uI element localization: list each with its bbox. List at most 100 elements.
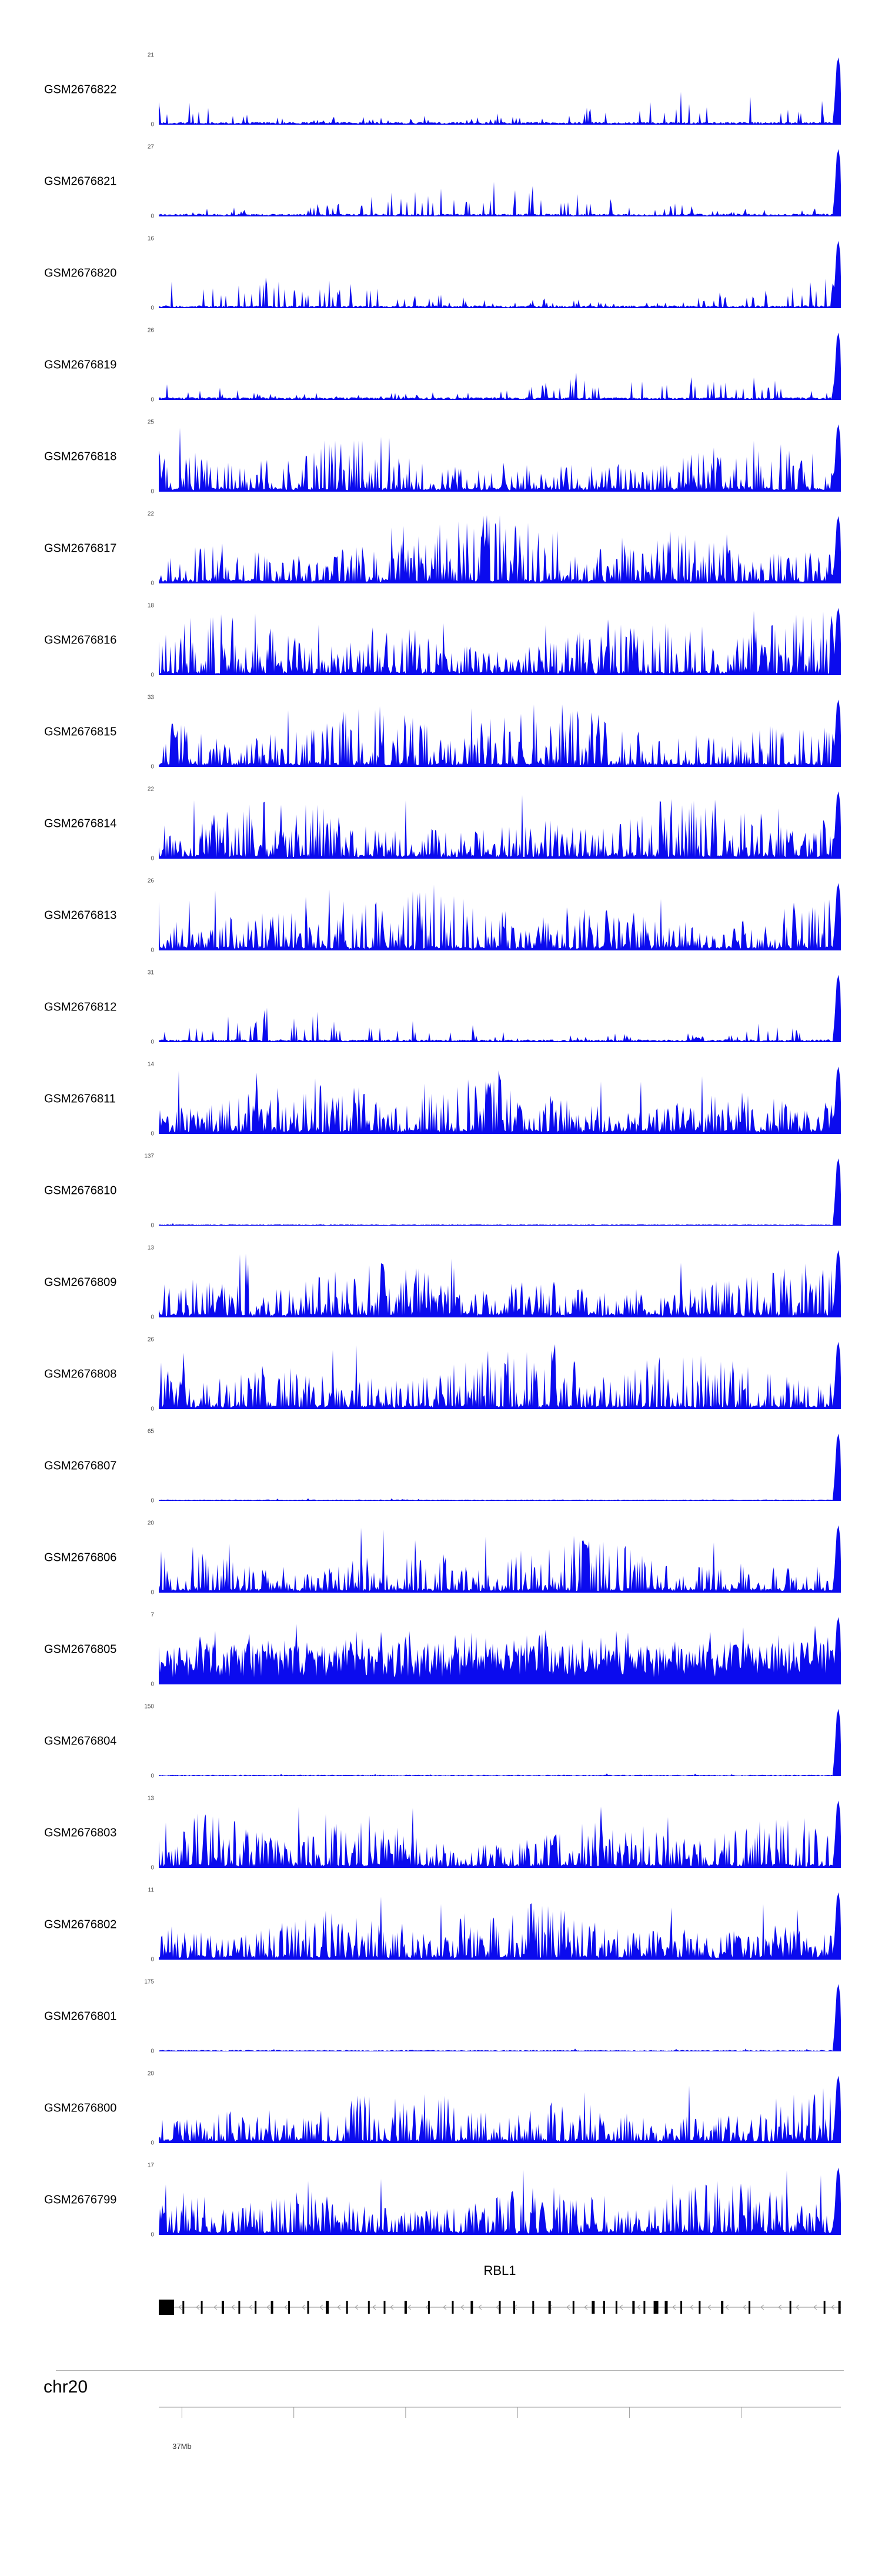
exon <box>643 2301 646 2314</box>
track-label: GSM2676810 <box>44 1184 117 1197</box>
track-ymin: 0 <box>151 121 154 128</box>
exon <box>699 2301 701 2314</box>
strand-arrow-icon <box>760 2304 764 2310</box>
strand-arrow-icon <box>637 2304 641 2310</box>
track-ymin: 0 <box>151 1956 154 1963</box>
track-label: GSM2676813 <box>44 909 117 922</box>
strand-arrow-icon <box>407 2304 412 2310</box>
track-ymin: 0 <box>151 1681 154 1688</box>
signal-area <box>159 1525 841 1593</box>
track-label: GSM2676803 <box>44 1826 117 1840</box>
strand-arrow-icon <box>337 2304 341 2310</box>
track-ymin: 0 <box>151 672 154 679</box>
track-ymax: 13 <box>147 1795 154 1802</box>
track-ymax: 150 <box>144 1703 154 1710</box>
coverage-signal <box>159 2167 841 2235</box>
track-ymin: 0 <box>151 305 154 312</box>
strand-arrow-icon <box>707 2304 711 2310</box>
exon <box>632 2301 635 2314</box>
track-label: GSM2676822 <box>44 83 117 96</box>
signal-area <box>159 2167 841 2235</box>
coverage-signal <box>159 149 841 216</box>
coverage-signal <box>159 57 841 125</box>
strand-arrow-icon <box>460 2304 465 2310</box>
signal-area <box>159 699 841 767</box>
strand-arrow-icon <box>778 2304 782 2310</box>
track-ymin: 0 <box>151 580 154 587</box>
exon <box>838 2301 841 2314</box>
track-ymax: 14 <box>147 1061 154 1068</box>
coverage-signal <box>159 791 841 859</box>
strand-arrow-icon <box>231 2304 235 2310</box>
track-ymax: 11 <box>148 1887 154 1894</box>
strand-arrow-icon <box>390 2304 394 2310</box>
track-label: GSM2676814 <box>44 817 117 830</box>
track-ymax: 20 <box>147 2070 154 2077</box>
strand-arrow-icon <box>619 2304 623 2310</box>
track-ymax: 20 <box>147 1520 154 1527</box>
signal-area <box>159 1066 841 1134</box>
track-ymax: 27 <box>147 144 154 151</box>
track-ymin: 0 <box>151 1314 154 1321</box>
exon <box>368 2301 370 2314</box>
exon <box>592 2301 595 2314</box>
track-ymax: 17 <box>147 2162 154 2169</box>
coverage-signal <box>159 515 841 583</box>
strand-arrow-icon <box>796 2304 800 2310</box>
track-label: GSM2676801 <box>44 2010 117 2023</box>
signal-area <box>159 1984 841 2051</box>
signal-area <box>159 1342 841 1409</box>
track-label: GSM2676804 <box>44 1734 117 1748</box>
track-ymin: 0 <box>151 2048 154 2055</box>
coverage-signal <box>159 1158 841 1226</box>
signal-area <box>159 149 841 216</box>
coverage-signal <box>159 1525 841 1593</box>
exon <box>823 2301 826 2314</box>
strand-arrow-icon <box>496 2304 500 2310</box>
track-ymax: 175 <box>144 1978 154 1986</box>
track-label: GSM2676816 <box>44 633 117 647</box>
signal-area <box>159 1617 841 1684</box>
signal-area <box>159 332 841 400</box>
strand-arrow-icon <box>196 2304 200 2310</box>
exon <box>615 2301 617 2314</box>
track-label: GSM2676820 <box>44 266 117 280</box>
track-ymin: 0 <box>151 2140 154 2147</box>
genome-ruler <box>159 2407 841 2418</box>
track-ymin: 0 <box>151 1497 154 1504</box>
exon <box>470 2301 473 2314</box>
strand-arrow-icon <box>319 2304 323 2310</box>
coverage-signal <box>159 1433 841 1501</box>
exon <box>346 2301 348 2314</box>
exon <box>326 2301 329 2314</box>
strand-arrow-icon <box>302 2304 306 2310</box>
coverage-signal <box>159 975 841 1042</box>
coverage-signal <box>159 608 841 675</box>
strand-arrow-icon <box>266 2304 270 2310</box>
exon <box>653 2301 659 2314</box>
exon <box>307 2301 309 2314</box>
signal-area <box>159 2076 841 2143</box>
track-ymax: 137 <box>144 1153 154 1160</box>
track-ymin: 0 <box>151 1039 154 1046</box>
track-ymin: 0 <box>151 2231 154 2238</box>
track-label: GSM2676806 <box>44 1551 117 1564</box>
strand-arrow-icon <box>178 2304 182 2310</box>
strand-arrow-icon <box>566 2304 570 2310</box>
track-ymin: 0 <box>151 947 154 954</box>
track-ymin: 0 <box>151 855 154 862</box>
signal-area <box>159 424 841 492</box>
track-ymax: 26 <box>147 1336 154 1343</box>
strand-arrow-icon <box>831 2304 835 2310</box>
strand-arrow-icon <box>813 2304 817 2310</box>
strand-arrow-icon <box>355 2304 359 2310</box>
exon <box>270 2301 273 2314</box>
signal-area <box>159 1158 841 1226</box>
signal-area <box>159 1250 841 1317</box>
exon <box>201 2301 203 2314</box>
exon <box>288 2301 290 2314</box>
gene-name: RBL1 <box>483 2263 516 2278</box>
track-label: GSM2676805 <box>44 1643 117 1656</box>
signal-area <box>159 57 841 125</box>
